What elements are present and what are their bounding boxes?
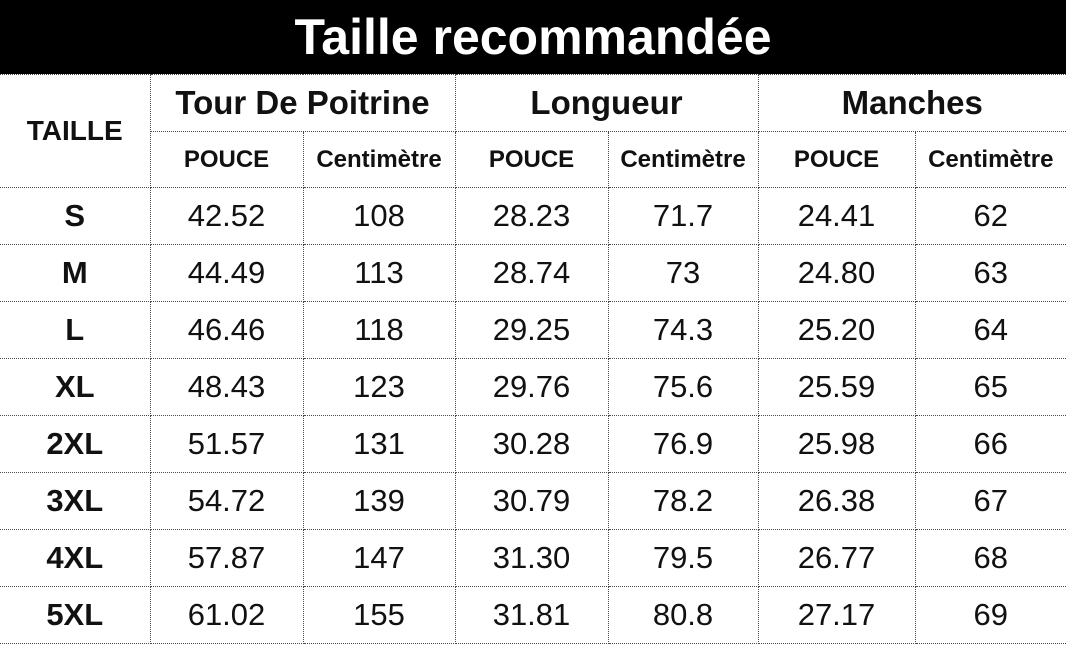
- value-cell: 75.6: [607, 358, 759, 416]
- value-cell: 44.49: [149, 244, 304, 302]
- value-cell: 61.02: [149, 586, 304, 644]
- value-cell: 76.9: [607, 415, 759, 473]
- value-cell: 29.25: [454, 301, 609, 359]
- value-cell: 46.46: [149, 301, 304, 359]
- group-header-chest: Tour De Poitrine: [149, 74, 456, 132]
- value-cell: 30.28: [454, 415, 609, 473]
- table-row: 5XL 61.02 155 31.81 80.8 27.17 69: [0, 586, 1066, 644]
- unit-header-chest-cm: Centimètre: [302, 131, 456, 188]
- value-cell: 51.57: [149, 415, 304, 473]
- unit-header-chest-inch: POUCE: [150, 131, 304, 188]
- value-cell: 80.8: [607, 586, 759, 644]
- value-cell: 155: [302, 586, 456, 644]
- value-cell: 139: [302, 472, 456, 530]
- size-label: 3XL: [0, 472, 151, 530]
- value-cell: 123: [302, 358, 456, 416]
- value-cell: 78.2: [607, 472, 759, 530]
- value-cell: 69: [914, 586, 1066, 644]
- value-cell: 118: [302, 301, 456, 359]
- size-chart-table: TAILLE Tour De Poitrine Longueur Manches…: [0, 74, 1066, 644]
- value-cell: 62: [914, 187, 1066, 245]
- group-header-length: Longueur: [454, 74, 759, 132]
- value-cell: 73: [607, 244, 759, 302]
- value-cell: 66: [914, 415, 1066, 473]
- size-label: L: [0, 301, 151, 359]
- value-cell: 113: [302, 244, 456, 302]
- value-cell: 131: [302, 415, 456, 473]
- table-row: S 42.52 108 28.23 71.7 24.41 62: [0, 187, 1066, 245]
- value-cell: 108: [302, 187, 456, 245]
- size-label: 5XL: [0, 586, 151, 644]
- value-cell: 26.77: [757, 529, 916, 587]
- table-row: 2XL 51.57 131 30.28 76.9 25.98 66: [0, 415, 1066, 473]
- unit-header-row: POUCE Centimètre POUCE Centimètre POUCE …: [0, 131, 1066, 188]
- value-cell: 24.41: [757, 187, 916, 245]
- value-cell: 57.87: [149, 529, 304, 587]
- value-cell: 26.38: [757, 472, 916, 530]
- size-column-header: TAILLE: [0, 74, 151, 188]
- unit-header-sleeves-inch: POUCE: [757, 131, 916, 188]
- value-cell: 31.81: [454, 586, 609, 644]
- size-label: 2XL: [0, 415, 151, 473]
- table-row: XL 48.43 123 29.76 75.6 25.59 65: [0, 358, 1066, 416]
- value-cell: 30.79: [454, 472, 609, 530]
- value-cell: 31.30: [454, 529, 609, 587]
- unit-header-sleeves-cm: Centimètre: [914, 131, 1066, 188]
- value-cell: 65: [914, 358, 1066, 416]
- group-header-sleeves: Manches: [757, 74, 1066, 132]
- value-cell: 28.23: [454, 187, 609, 245]
- value-cell: 48.43: [149, 358, 304, 416]
- value-cell: 42.52: [149, 187, 304, 245]
- size-table-body: S 42.52 108 28.23 71.7 24.41 62 M 44.49 113 28.74 7…: [0, 187, 1066, 644]
- size-label: M: [0, 244, 151, 302]
- unit-header-length-inch: POUCE: [454, 131, 609, 188]
- value-cell: 68: [914, 529, 1066, 587]
- value-cell: 29.76: [454, 358, 609, 416]
- table-row: 4XL 57.87 147 31.30 79.5 26.77 68: [0, 529, 1066, 587]
- table-row: M 44.49 113 28.74 73 24.80 63: [0, 244, 1066, 302]
- value-cell: 25.20: [757, 301, 916, 359]
- value-cell: 27.17: [757, 586, 916, 644]
- value-cell: 64: [914, 301, 1066, 359]
- page-title: Taille recommandée: [294, 9, 772, 65]
- table-row: L 46.46 118 29.25 74.3 25.20 64: [0, 301, 1066, 359]
- value-cell: 28.74: [454, 244, 609, 302]
- group-header-row: TAILLE Tour De Poitrine Longueur Manches: [0, 74, 1066, 188]
- size-label: 4XL: [0, 529, 151, 587]
- value-cell: 25.59: [757, 358, 916, 416]
- value-cell: 79.5: [607, 529, 759, 587]
- table-row: 3XL 54.72 139 30.79 78.2 26.38 67: [0, 472, 1066, 530]
- value-cell: 54.72: [149, 472, 304, 530]
- value-cell: 71.7: [607, 187, 759, 245]
- size-label: XL: [0, 358, 151, 416]
- size-label: S: [0, 187, 151, 245]
- title-banner: Taille recommandée: [0, 0, 1066, 74]
- value-cell: 25.98: [757, 415, 916, 473]
- value-cell: 74.3: [607, 301, 759, 359]
- value-cell: 67: [914, 472, 1066, 530]
- value-cell: 147: [302, 529, 456, 587]
- value-cell: 63: [914, 244, 1066, 302]
- value-cell: 24.80: [757, 244, 916, 302]
- unit-header-length-cm: Centimètre: [607, 131, 759, 188]
